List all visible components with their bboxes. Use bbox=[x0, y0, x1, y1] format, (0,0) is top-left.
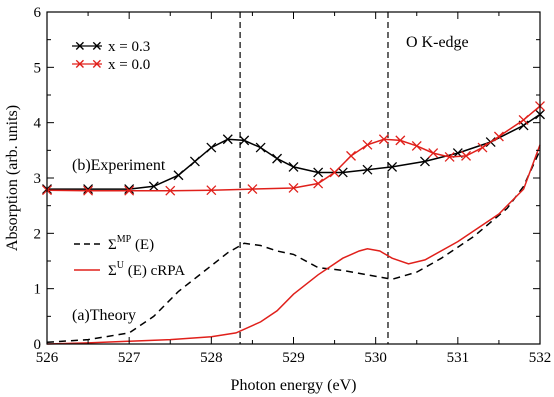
series-1-point bbox=[337, 167, 348, 178]
x-tick-label: 527 bbox=[118, 350, 141, 366]
series-2-point bbox=[346, 150, 356, 161]
experiment-annotation: (b)Experiment bbox=[72, 157, 166, 174]
series-1-point bbox=[206, 142, 217, 153]
series-2-point bbox=[411, 140, 422, 151]
x-tick-label: 531 bbox=[447, 350, 470, 366]
series-2-point bbox=[518, 114, 529, 125]
series-2-point bbox=[206, 185, 217, 196]
series-1-point bbox=[124, 184, 135, 195]
legend-label-mp: ΣMP (E) bbox=[108, 234, 154, 253]
legend-lower: ΣMP (E) ΣU (E) cRPA bbox=[74, 234, 185, 279]
series-2-point bbox=[165, 185, 176, 196]
x-axis: 526 527 528 529 530 531 532 bbox=[36, 12, 552, 366]
x-tick-label: 526 bbox=[36, 350, 59, 366]
y-tick-label: 5 bbox=[34, 60, 42, 76]
series-1-point bbox=[173, 170, 184, 181]
y-tick-label: 1 bbox=[34, 282, 42, 298]
series-1-point bbox=[255, 142, 266, 153]
series-line-3 bbox=[46, 149, 541, 344]
y-tick-label: 4 bbox=[34, 116, 42, 132]
y-axis: 0 1 2 3 4 5 6 bbox=[34, 5, 540, 353]
legend-label-x00: x = 0.0 bbox=[108, 57, 150, 73]
series-1-point bbox=[83, 184, 94, 195]
series-2-point bbox=[428, 148, 439, 159]
series-1-point bbox=[239, 135, 250, 146]
series-2-point bbox=[395, 135, 406, 146]
series-2-point bbox=[124, 185, 135, 196]
series-2-point bbox=[313, 178, 324, 189]
series-2-point bbox=[477, 142, 488, 153]
edge-annotation: O K-edge bbox=[406, 34, 469, 51]
legend-marker-x00-b: ✕ bbox=[91, 58, 103, 73]
y-tick-label: 2 bbox=[34, 226, 42, 242]
series-1-point bbox=[272, 153, 283, 164]
series-line-1 bbox=[47, 113, 541, 190]
series-1-point bbox=[222, 134, 233, 145]
series-line-4 bbox=[46, 144, 541, 345]
y-axis-title: Absorption (arb. units) bbox=[4, 105, 21, 251]
plot-area bbox=[42, 12, 545, 345]
series-line-2 bbox=[46, 105, 541, 192]
legend-label-x03: x = 0.3 bbox=[108, 39, 150, 55]
y-tick-label: 0 bbox=[34, 337, 42, 353]
theory-annotation: (a)Theory bbox=[72, 307, 136, 324]
series-2-point bbox=[247, 184, 258, 195]
series-2-point bbox=[288, 183, 299, 193]
series-2-point bbox=[362, 139, 373, 150]
series-1-point bbox=[362, 164, 373, 175]
legend-marker-x03-a: ✕ bbox=[74, 40, 86, 55]
legend-marker-x03-b: ✕ bbox=[91, 40, 103, 55]
x-tick-label: 530 bbox=[364, 350, 387, 366]
legend-marker-x00-a: ✕ bbox=[74, 58, 86, 73]
x-tick-label: 532 bbox=[529, 350, 552, 366]
x-tick-label: 529 bbox=[282, 350, 305, 366]
y-tick-label: 3 bbox=[34, 171, 42, 187]
series-1-point bbox=[387, 161, 398, 172]
series-2-point bbox=[378, 134, 389, 145]
series-1-point bbox=[420, 156, 430, 167]
series-2-point bbox=[461, 150, 472, 161]
x-axis-title: Photon energy (eV) bbox=[231, 377, 357, 394]
series-1-point bbox=[189, 156, 200, 167]
legend-upper: ✕ ✕ x = 0.3 ✕ ✕ x = 0.0 bbox=[72, 39, 150, 73]
series-1-point bbox=[313, 167, 324, 178]
series-1-point bbox=[288, 161, 299, 172]
series-2-point bbox=[493, 131, 504, 142]
series-1-point bbox=[148, 181, 159, 192]
series-2-point bbox=[444, 152, 455, 162]
x-tick-label: 528 bbox=[200, 350, 223, 366]
series-2-point bbox=[83, 185, 94, 196]
series-2-point bbox=[329, 167, 340, 178]
y-tick-label: 6 bbox=[34, 5, 42, 21]
legend-label-u: ΣU (E) cRPA bbox=[108, 260, 185, 279]
